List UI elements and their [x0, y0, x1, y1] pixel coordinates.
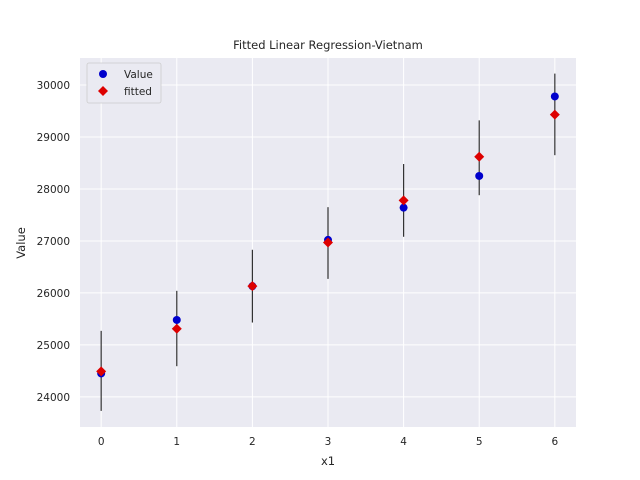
value-point: [399, 203, 408, 212]
chart-title: Fitted Linear Regression-Vietnam: [233, 38, 423, 52]
x-axis-label: x1: [321, 454, 335, 468]
x-tick-label: 4: [400, 436, 407, 448]
value-point: [172, 315, 181, 324]
y-tick-label: 28000: [37, 184, 70, 196]
x-tick-label: 3: [325, 436, 332, 448]
fitted-point: [171, 323, 182, 334]
y-tick-label: 24000: [37, 392, 70, 404]
y-tick-label: 25000: [37, 340, 70, 352]
y-tick-label: 26000: [37, 288, 70, 300]
x-axis-ticks: 0 1 2 3 4 5 6: [98, 436, 559, 448]
fitted-point: [96, 366, 107, 377]
x-tick-label: 0: [98, 436, 105, 448]
fitted-point: [323, 237, 333, 248]
legend-marker-fitted: [98, 86, 108, 96]
x-tick-label: 6: [551, 436, 558, 448]
fitted-point: [247, 281, 258, 292]
legend-marker-value: [99, 70, 107, 78]
y-axis-ticks: 24000 25000 26000 27000 28000 29000 30000: [37, 80, 70, 404]
x-tick-label: 1: [173, 436, 180, 448]
value-point: [550, 92, 559, 101]
y-tick-label: 29000: [37, 132, 70, 144]
y-tick-label: 27000: [37, 236, 70, 248]
y-axis-label: Value: [14, 227, 28, 259]
y-tick-label: 30000: [37, 80, 70, 92]
legend: Value fitted: [86, 62, 162, 104]
value-point: [475, 171, 484, 180]
legend-label-fitted: fitted: [124, 86, 152, 98]
fitted-point: [398, 195, 409, 206]
legend-label-value: Value: [124, 69, 153, 81]
x-tick-label: 5: [476, 436, 483, 448]
x-tick-label: 2: [249, 436, 256, 448]
data-points: [96, 92, 560, 378]
fitted-point: [549, 109, 560, 120]
fitted-point: [474, 151, 485, 162]
